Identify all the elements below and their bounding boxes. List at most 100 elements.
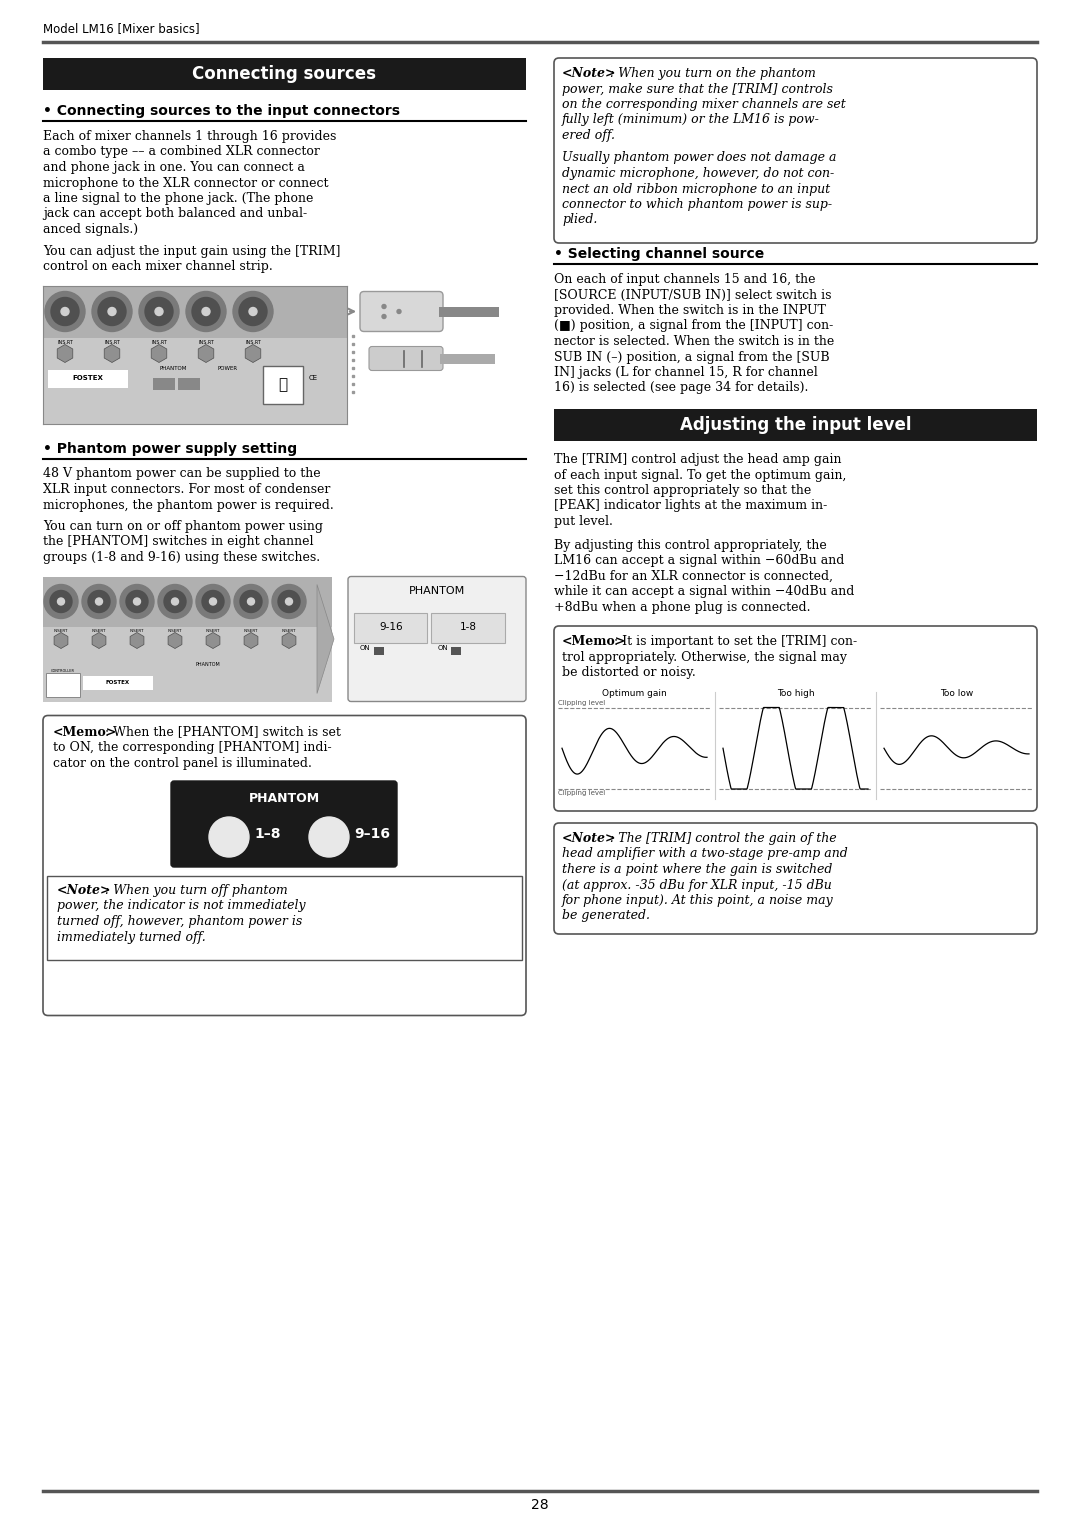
Text: power, make sure that the [TRIM] controls: power, make sure that the [TRIM] control… [562,82,833,96]
Text: plied.: plied. [562,214,597,226]
Circle shape [234,584,268,618]
Text: cator on the control panel is illuminated.: cator on the control panel is illuminate… [53,757,312,769]
Polygon shape [206,632,220,649]
Text: <Note>: <Note> [57,884,111,897]
Text: : When you turn on the phantom: : When you turn on the phantom [610,67,815,79]
Text: connector to which phantom power is sup-: connector to which phantom power is sup- [562,198,832,211]
Text: ⏻: ⏻ [279,377,287,392]
Polygon shape [104,345,120,363]
Text: power, the indicator is not immediately: power, the indicator is not immediately [57,899,306,913]
Text: <Note>: <Note> [562,67,617,79]
Circle shape [44,584,78,618]
Text: By adjusting this control appropriately, the: By adjusting this control appropriately,… [554,539,827,551]
Text: for phone input). At this point, a noise may: for phone input). At this point, a noise… [562,894,834,906]
Circle shape [247,598,255,604]
Text: −12dBu for an XLR connector is connected,: −12dBu for an XLR connector is connected… [554,569,833,583]
Polygon shape [57,345,72,363]
Circle shape [202,308,210,316]
Text: 16) is selected (see page 34 for details).: 16) is selected (see page 34 for details… [554,382,808,395]
Text: anced signals.): anced signals.) [43,223,138,237]
Text: PHANTOM: PHANTOM [248,792,320,806]
Text: fully left (minimum) or the LM16 is pow-: fully left (minimum) or the LM16 is pow- [562,113,820,127]
Polygon shape [318,584,334,693]
Circle shape [87,591,110,612]
Text: Clipping level: Clipping level [558,790,605,797]
Bar [440,354,495,363]
Circle shape [186,291,226,331]
Polygon shape [199,345,214,363]
Circle shape [240,591,262,612]
FancyBboxPatch shape [171,781,397,867]
Text: of each input signal. To get the optimum gain,: of each input signal. To get the optimum… [554,468,847,482]
Text: INS.RT: INS.RT [245,339,261,345]
Text: microphone to the XLR connector or connect: microphone to the XLR connector or conne… [43,177,328,189]
FancyBboxPatch shape [431,612,504,642]
Text: 9-16: 9-16 [379,623,403,632]
Polygon shape [151,345,166,363]
Text: there is a point where the gain is switched: there is a point where the gain is switc… [562,864,833,876]
Circle shape [397,310,401,313]
Polygon shape [54,632,68,649]
Text: <Note>: <Note> [562,832,617,845]
Text: 1–8: 1–8 [254,827,281,841]
FancyBboxPatch shape [554,626,1037,810]
Text: XLR input connectors. For most of condenser: XLR input connectors. For most of conden… [43,484,330,496]
Circle shape [120,584,154,618]
Text: Too low: Too low [940,690,973,699]
Text: 48 V phantom power can be supplied to the: 48 V phantom power can be supplied to th… [43,467,321,481]
Text: ON: ON [360,645,370,652]
Circle shape [60,308,69,316]
Text: jack can accept both balanced and unbal-: jack can accept both balanced and unbal- [43,208,307,220]
Bar [554,409,1037,441]
Circle shape [210,598,216,604]
Text: nect an old ribbon microphone to an input: nect an old ribbon microphone to an inpu… [562,183,831,195]
Text: <Memo>: <Memo> [562,635,626,649]
Text: IN] jacks (L for channel 15, R for channel: IN] jacks (L for channel 15, R for chann… [554,366,818,378]
Circle shape [309,816,349,858]
Bar [43,577,332,702]
Text: INSERT: INSERT [282,629,296,632]
Circle shape [126,591,148,612]
Text: : When the [PHANTOM] switch is set: : When the [PHANTOM] switch is set [105,725,341,739]
Text: INSERT: INSERT [244,629,258,632]
Bar [438,307,499,316]
FancyBboxPatch shape [554,823,1037,934]
Polygon shape [168,632,181,649]
Circle shape [108,308,116,316]
Polygon shape [282,632,296,649]
Bar [178,377,200,389]
Circle shape [239,298,267,325]
Text: Too high: Too high [777,690,814,699]
Text: INSERT: INSERT [206,629,220,632]
Circle shape [210,816,249,858]
Polygon shape [245,345,260,363]
Text: [PEAK] indicator lights at the maximum in-: [PEAK] indicator lights at the maximum i… [554,499,827,513]
Bar [83,676,153,690]
Text: INS.RT: INS.RT [151,339,167,345]
Text: <Memo>: <Memo> [53,725,118,739]
Text: head amplifier with a two-stage pre-amp and: head amplifier with a two-stage pre-amp … [562,847,848,861]
Text: a line signal to the phone jack. (The phone: a line signal to the phone jack. (The ph… [43,192,313,204]
Circle shape [285,598,293,604]
Text: (■) position, a signal from the [INPUT] con-: (■) position, a signal from the [INPUT] … [554,319,834,333]
Circle shape [50,591,72,612]
FancyBboxPatch shape [360,291,443,331]
Circle shape [233,291,273,331]
Text: Connecting sources: Connecting sources [192,66,377,82]
Text: SUB IN (–) position, a signal from the [SUB: SUB IN (–) position, a signal from the [… [554,351,829,363]
Text: • Phantom power supply setting: • Phantom power supply setting [43,441,297,455]
FancyBboxPatch shape [48,876,522,960]
Text: INS.RT: INS.RT [57,339,73,345]
Text: • Selecting channel source: • Selecting channel source [554,247,765,261]
Text: a combo type –– a combined XLR connector: a combo type –– a combined XLR connector [43,145,320,159]
Text: You can turn on or off phantom power using: You can turn on or off phantom power usi… [43,520,323,533]
Circle shape [57,598,65,604]
Text: provided. When the switch is in the INPUT: provided. When the switch is in the INPU… [554,304,826,317]
Text: ered off.: ered off. [562,130,615,142]
Text: 28: 28 [531,1499,549,1512]
Text: CE: CE [309,375,318,382]
Text: [SOURCE (INPUT/SUB IN)] select switch is: [SOURCE (INPUT/SUB IN)] select switch is [554,288,832,302]
Circle shape [192,298,220,325]
Text: PHANTOM: PHANTOM [160,366,187,371]
Text: Adjusting the input level: Adjusting the input level [679,417,912,433]
